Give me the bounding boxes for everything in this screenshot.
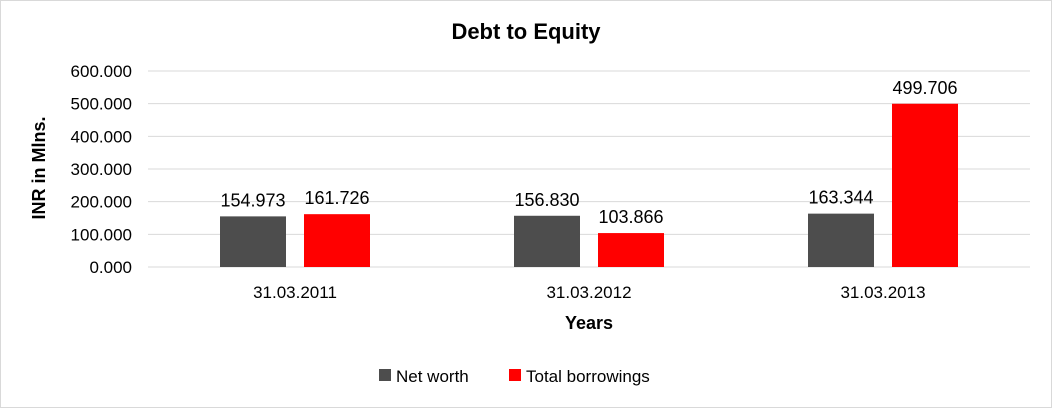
- data-label: 156.830: [514, 190, 579, 210]
- y-tick-label: 300.000: [71, 160, 132, 179]
- data-label: 103.866: [598, 207, 663, 227]
- data-label: 154.973: [220, 190, 285, 210]
- y-tick-label: 200.000: [71, 193, 132, 212]
- y-tick-label: 100.000: [71, 225, 132, 244]
- legend-swatch: [379, 369, 391, 381]
- x-axis-title: Years: [565, 313, 613, 333]
- x-tick-label: 31.03.2013: [840, 283, 925, 302]
- y-tick-label: 600.000: [71, 62, 132, 81]
- y-tick-label: 500.000: [71, 95, 132, 114]
- x-axis-ticks: 31.03.2011 31.03.2012 31.03.2013: [253, 283, 925, 302]
- bar-total-borrowings: [892, 103, 958, 268]
- data-label: 161.726: [304, 188, 369, 208]
- y-axis-ticks: 0.000 100.000 200.000 300.000 400.000 500.000…: [71, 62, 132, 277]
- bar-total-borrowings: [304, 214, 370, 267]
- gridlines: [148, 70, 1030, 268]
- bar-net-worth: [220, 216, 286, 267]
- legend: Net worth Total borrowings: [379, 367, 650, 386]
- bar-net-worth: [808, 213, 874, 267]
- x-tick-label: 31.03.2011: [253, 283, 337, 302]
- y-tick-label: 0.000: [89, 258, 132, 277]
- data-label: 499.706: [892, 78, 957, 98]
- data-labels: 154.973 161.726 156.830 103.866 163.344 499.7…: [220, 78, 957, 227]
- x-tick-label: 31.03.2012: [546, 283, 631, 302]
- legend-swatch: [509, 369, 521, 381]
- y-axis-title: INR in Mlns.: [29, 117, 49, 220]
- data-label: 163.344: [808, 188, 873, 208]
- legend-label: Net worth: [396, 367, 469, 386]
- chart-title: Debt to Equity: [451, 19, 601, 44]
- bar-total-borrowings: [598, 233, 664, 267]
- bar-net-worth: [514, 215, 580, 267]
- y-tick-label: 400.000: [71, 127, 132, 146]
- bars: [220, 103, 958, 268]
- legend-label: Total borrowings: [526, 367, 650, 386]
